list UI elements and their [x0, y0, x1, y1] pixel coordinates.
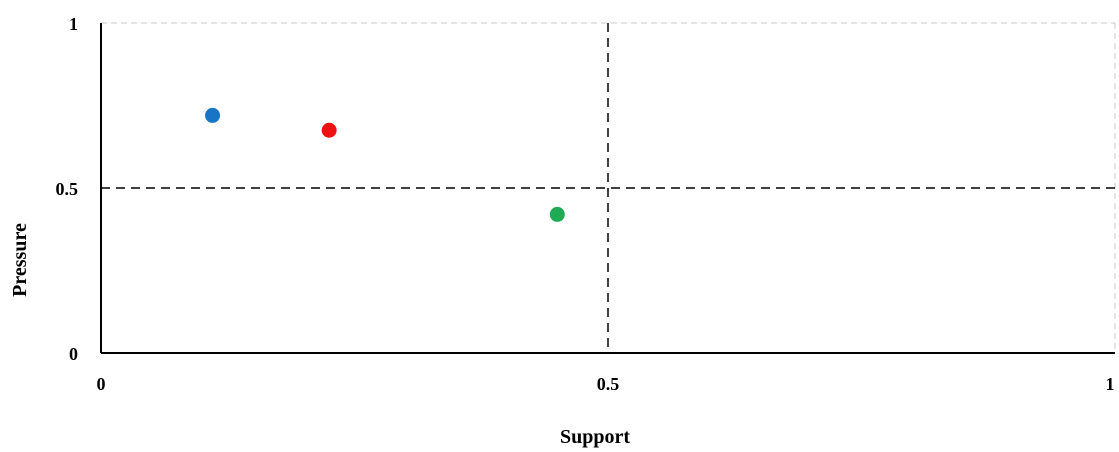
x-axis-label: Support — [560, 426, 630, 448]
x-tick-label-1: 1 — [1106, 374, 1115, 394]
data-points — [205, 107, 565, 222]
y-axis-label: Pressure — [9, 223, 31, 297]
y-tick-label-0.5: 0.5 — [56, 179, 79, 199]
x-tick-label-0.5: 0.5 — [597, 374, 620, 394]
x-tick-label-0: 0 — [97, 374, 106, 394]
data-point-3 — [549, 206, 565, 222]
y-tick-label-0: 0 — [69, 344, 78, 364]
data-point-1 — [205, 107, 221, 123]
data-point-2 — [321, 122, 337, 138]
y-tick-label-1: 1 — [69, 14, 78, 34]
